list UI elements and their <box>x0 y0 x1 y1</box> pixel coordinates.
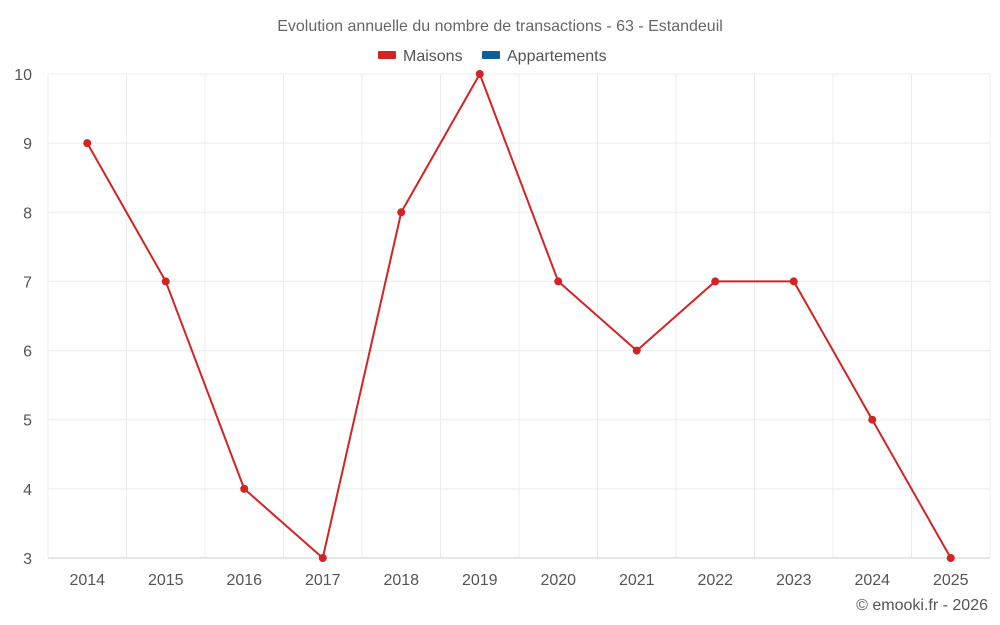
x-tick-label: 2024 <box>854 572 890 589</box>
x-tick-label: 2022 <box>697 572 733 589</box>
legend-swatch-maisons <box>378 51 396 59</box>
data-point <box>475 70 484 78</box>
x-tick-label: 2014 <box>69 572 105 589</box>
x-tick-label: 2023 <box>776 572 812 589</box>
y-tick-label: 4 <box>23 482 32 499</box>
vertical-gridlines <box>47 74 991 558</box>
chart-title: Evolution annuelle du nombre de transact… <box>277 18 723 35</box>
y-tick-label: 6 <box>23 344 32 361</box>
data-point <box>161 277 170 286</box>
data-point <box>397 208 406 217</box>
y-tick-label: 9 <box>23 136 32 153</box>
data-point <box>83 139 92 148</box>
series-line-maisons <box>86 73 952 559</box>
x-tick-label: 2021 <box>619 572 655 589</box>
x-tick-label: 2018 <box>383 572 419 589</box>
data-point <box>946 554 955 562</box>
data-point <box>554 277 563 286</box>
data-point <box>240 484 249 493</box>
data-point <box>318 554 327 562</box>
legend-label-maisons: Maisons <box>403 48 463 65</box>
y-tick-label: 5 <box>23 413 32 430</box>
series-layer <box>83 70 955 562</box>
x-tick-label: 2020 <box>540 572 576 589</box>
y-tick-label: 10 <box>14 67 32 84</box>
x-tick-label: 2019 <box>462 572 498 589</box>
y-tick-label: 3 <box>23 551 32 568</box>
data-point <box>789 277 798 286</box>
x-axis-ticks: 2014 2015 2016 2017 2018 2019 2020 2021 2022 2023… <box>69 572 968 589</box>
horizontal-gridlines <box>48 73 990 490</box>
x-tick-label: 2015 <box>148 572 184 589</box>
data-point <box>711 277 720 286</box>
y-axis-ticks: 3 4 5 6 7 8 9 10 <box>14 67 32 568</box>
x-tick-label: 2017 <box>305 572 341 589</box>
credit-text: © emooki.fr - 2026 <box>856 597 988 614</box>
legend: Maisons Appartements <box>378 48 607 65</box>
y-tick-label: 8 <box>23 205 32 222</box>
legend-swatch-appartements <box>482 51 500 59</box>
x-tick-label: 2016 <box>226 572 262 589</box>
data-point <box>632 346 641 355</box>
x-tick-label: 2025 <box>933 572 969 589</box>
data-point <box>868 415 877 424</box>
y-tick-label: 7 <box>23 274 32 291</box>
legend-label-appartements: Appartements <box>507 48 607 65</box>
